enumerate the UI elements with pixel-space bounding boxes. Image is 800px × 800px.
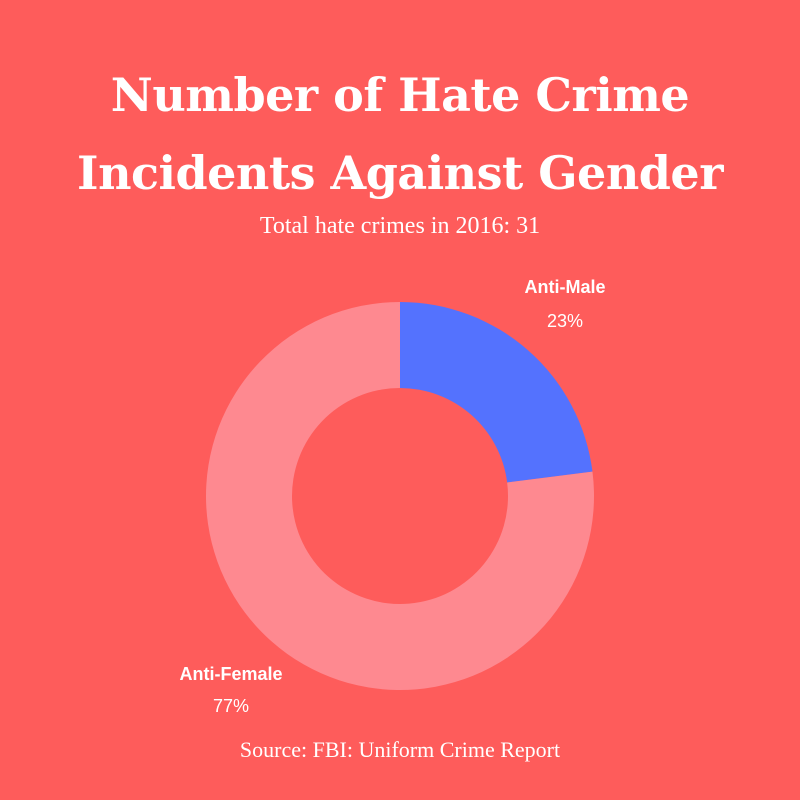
chart-title-line-2: Incidents Against Gender — [77, 146, 723, 200]
chart-subtitle: Total hate crimes in 2016: 31 — [259, 213, 541, 239]
slice-value-anti-female: 77% — [213, 696, 249, 716]
donut-slice-anti-female — [205, 301, 594, 690]
donut-slice-anti-male — [400, 302, 593, 483]
chart-title-line-1: Number of Hate Crime — [110, 68, 690, 122]
source-note: Source: FBI: Uniform Crime Report — [239, 737, 561, 762]
donut-slices — [205, 301, 594, 690]
slice-label-anti-female: Anti-Female — [179, 664, 282, 684]
slice-labels: Anti-Male 23% Anti-Female 77% — [179, 277, 605, 716]
slice-value-anti-male: 23% — [547, 311, 583, 331]
slice-label-anti-male: Anti-Male — [525, 277, 606, 297]
